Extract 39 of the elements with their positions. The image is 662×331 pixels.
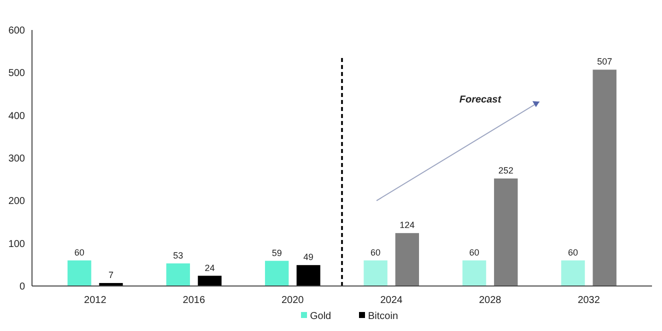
y-tick-label: 100 [8, 238, 26, 250]
y-tick-label: 400 [8, 110, 26, 122]
x-tick-label: 2020 [282, 295, 304, 306]
y-tick-label: 200 [8, 196, 26, 208]
data-label: 49 [303, 252, 314, 262]
data-label: 24 [204, 262, 215, 273]
bar [264, 260, 289, 286]
bar [364, 260, 388, 286]
legend-label: Bitcoin [368, 311, 398, 322]
data-label: 252 [498, 165, 514, 176]
x-tick-label: 2016 [182, 295, 206, 306]
bar [561, 260, 585, 286]
bar [395, 233, 420, 286]
data-label: 60 [568, 247, 578, 258]
data-label: 507 [597, 56, 612, 67]
bar [198, 276, 222, 286]
annotation: Forecast [459, 94, 502, 106]
x-tick-label: 2028 [478, 295, 502, 306]
legend-label: Gold [310, 311, 332, 322]
bar [462, 260, 486, 286]
y-tick-label: 500 [8, 68, 26, 80]
data-label: 59 [272, 248, 282, 258]
data-label: 53 [173, 250, 184, 260]
x-tick-label: 2032 [578, 295, 600, 306]
bar [296, 265, 320, 286]
y-tick-label: 300 [8, 154, 26, 164]
x-tick-label: 2024 [380, 295, 403, 306]
y-tick-label: 600 [8, 26, 26, 36]
bar [592, 70, 616, 286]
data-label: 60 [74, 247, 84, 258]
x-tick-label: 2012 [84, 295, 107, 306]
data-label: 60 [370, 247, 381, 258]
data-label: 7 [108, 270, 114, 280]
data-label: 60 [469, 247, 480, 258]
bar [166, 263, 190, 286]
bar [494, 178, 518, 286]
y-tick-label: 0 [19, 282, 26, 292]
bar [68, 260, 92, 286]
data-label: 124 [400, 220, 415, 230]
